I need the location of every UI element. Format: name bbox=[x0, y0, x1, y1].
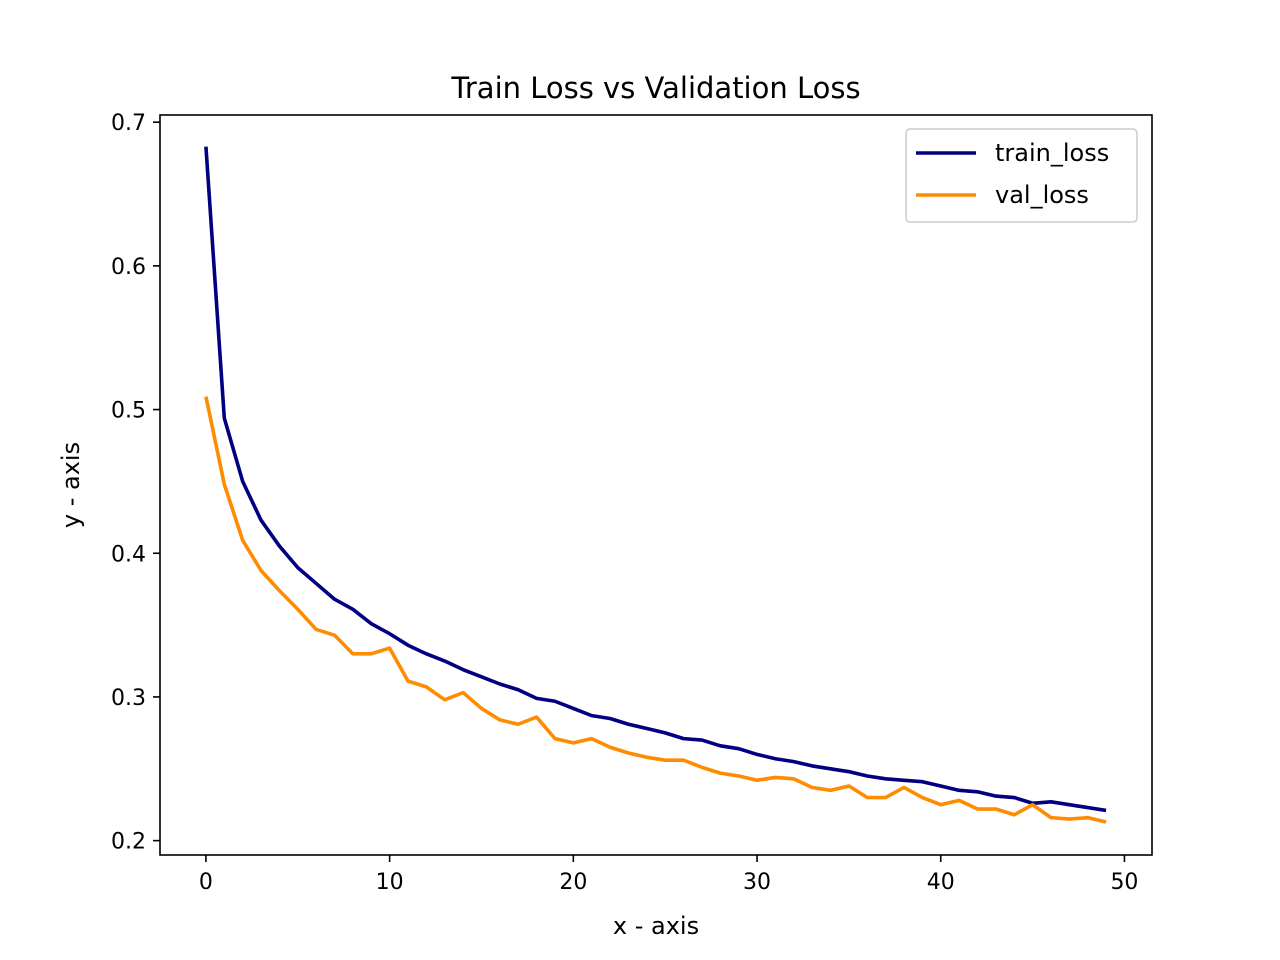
x-tick-label: 0 bbox=[199, 870, 213, 895]
series-line-train-loss bbox=[204, 146, 1107, 813]
y-tick-label: 0.3 bbox=[111, 686, 146, 711]
y-tick-label: 0.6 bbox=[111, 255, 146, 280]
y-tick-label: 0.2 bbox=[111, 830, 146, 855]
y-tick-label: 0.5 bbox=[111, 399, 146, 424]
legend: train_loss val_loss bbox=[905, 128, 1138, 223]
x-tick-label: 40 bbox=[927, 870, 955, 895]
x-tick-label: 20 bbox=[559, 870, 587, 895]
legend-label-train-loss: train_loss bbox=[995, 139, 1109, 167]
x-tick-label: 30 bbox=[743, 870, 771, 895]
chart-title: Train Loss vs Validation Loss bbox=[450, 71, 860, 105]
y-axis-label: y - axis bbox=[57, 442, 85, 528]
y-tick-label: 0.4 bbox=[111, 542, 146, 567]
plot-frame bbox=[159, 114, 1153, 856]
x-tick-label: 10 bbox=[376, 870, 404, 895]
x-tick-label: 50 bbox=[1110, 870, 1138, 895]
x-axis-label: x - axis bbox=[613, 912, 699, 940]
legend-label-val-loss: val_loss bbox=[995, 181, 1089, 209]
series-line-val-loss bbox=[204, 396, 1107, 824]
y-tick-label: 0.7 bbox=[111, 111, 146, 136]
